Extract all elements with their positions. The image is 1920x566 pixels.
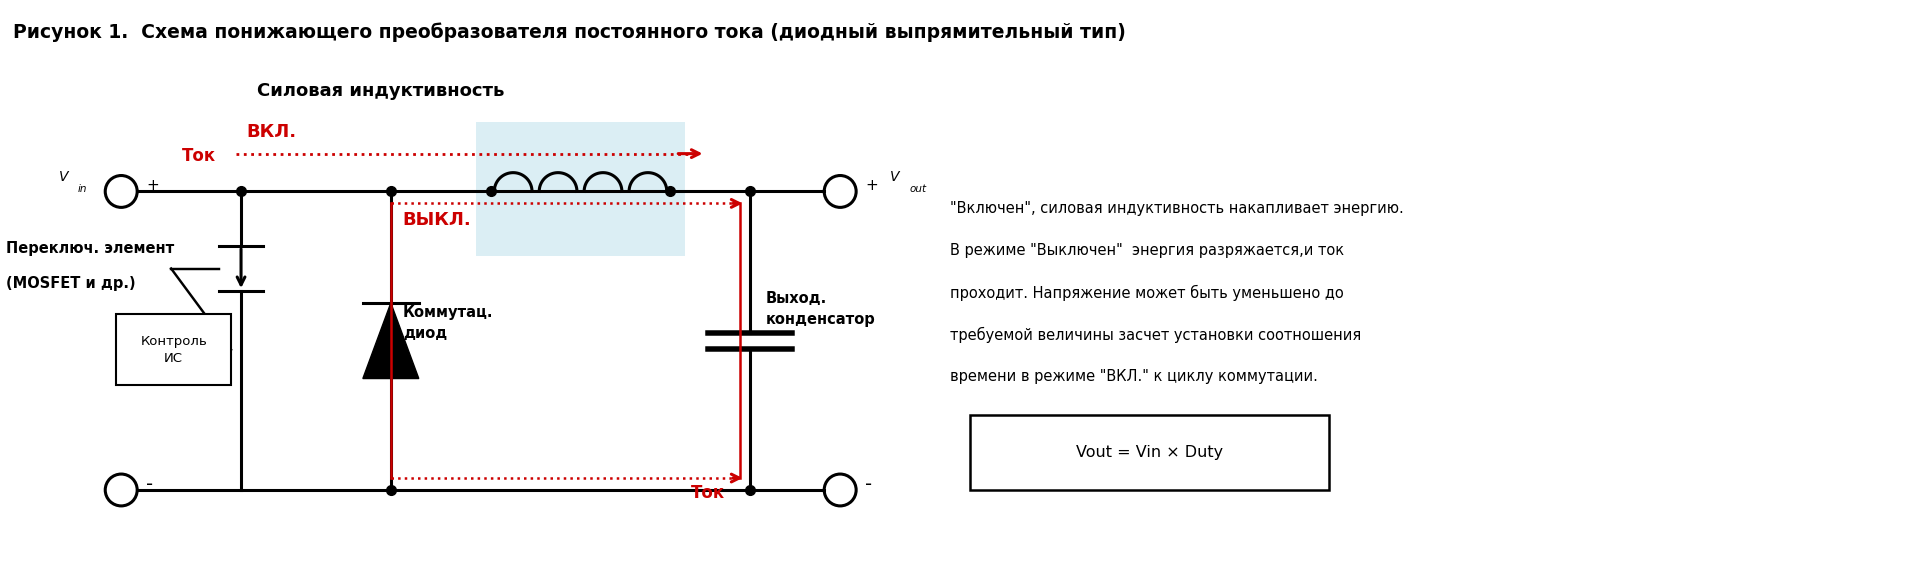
Bar <box>476 122 685 256</box>
Text: +: + <box>866 178 877 193</box>
Polygon shape <box>363 303 419 379</box>
Text: ВКЛ.: ВКЛ. <box>246 123 296 141</box>
Text: (MOSFET и др.): (MOSFET и др.) <box>6 276 136 291</box>
Text: времени в режиме "ВКЛ." к циклу коммутации.: времени в режиме "ВКЛ." к циклу коммутац… <box>950 368 1317 384</box>
Text: V: V <box>891 170 900 183</box>
Text: Ток: Ток <box>182 147 217 165</box>
Text: ВЫКЛ.: ВЫКЛ. <box>403 211 472 229</box>
Text: Выход.
конденсатор: Выход. конденсатор <box>766 291 876 327</box>
Text: Vout = Vin × Duty: Vout = Vin × Duty <box>1077 445 1223 460</box>
Bar <box>970 415 1329 490</box>
Text: Ток: Ток <box>691 484 726 502</box>
Text: Контроль
ИС: Контроль ИС <box>140 335 207 365</box>
Text: В режиме "Выключен"  энергия разряжается,и ток: В режиме "Выключен" энергия разряжается,… <box>950 243 1344 258</box>
Bar <box>117 314 230 385</box>
Text: Переключ. элемент: Переключ. элемент <box>6 241 175 256</box>
Text: out: out <box>908 185 925 195</box>
Text: проходит. Напряжение может быть уменьшено до: проходит. Напряжение может быть уменьшен… <box>950 285 1344 301</box>
Text: -: - <box>146 474 154 494</box>
Text: Рисунок 1.  Схема понижающего преобразователя постоянного тока (диодный выпрямит: Рисунок 1. Схема понижающего преобразова… <box>13 22 1127 42</box>
Text: V: V <box>60 170 69 183</box>
Text: +: + <box>146 178 159 193</box>
Text: "Включен", силовая индуктивность накапливает энергию.: "Включен", силовая индуктивность накапли… <box>950 201 1404 216</box>
Text: требуемой величины засчет установки соотношения: требуемой величины засчет установки соот… <box>950 327 1361 343</box>
Text: Силовая индуктивность: Силовая индуктивность <box>257 82 505 100</box>
Text: Коммутац.
диод: Коммутац. диод <box>403 305 493 341</box>
Text: in: in <box>77 185 86 195</box>
Text: -: - <box>866 474 872 494</box>
